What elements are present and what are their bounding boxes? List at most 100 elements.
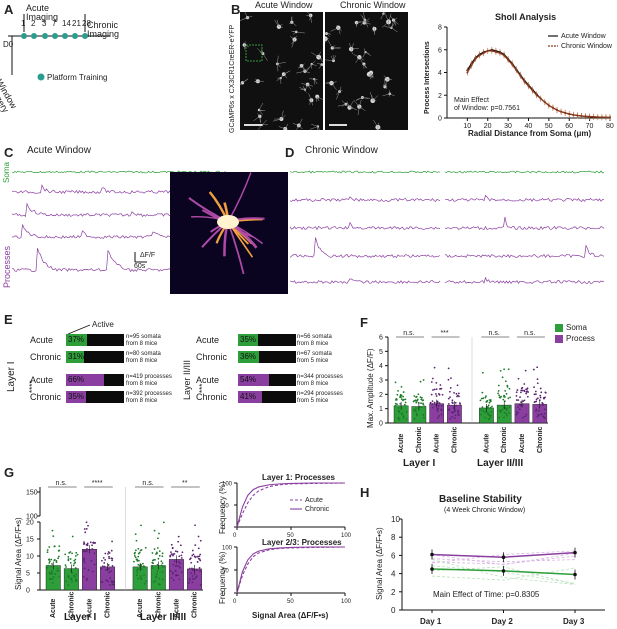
process-trace: [290, 278, 441, 284]
data-point: [525, 392, 528, 395]
microglia-process: [317, 96, 321, 99]
microglia-process: [383, 12, 384, 14]
data-point: [140, 524, 142, 527]
microglia-process: [298, 125, 303, 130]
microglia-process: [331, 81, 337, 84]
microglia-process: [364, 22, 371, 25]
sholl-point: [592, 115, 595, 118]
data-point: [143, 574, 146, 577]
data-point: [433, 366, 436, 369]
data-point: [415, 413, 418, 415]
microglia-process: [338, 27, 341, 35]
data-point: [65, 566, 67, 568]
timeline-day-dot: [82, 33, 88, 39]
data-point: [196, 561, 199, 563]
data-point: [48, 560, 51, 563]
g-y-tick-label: 0: [26, 588, 30, 595]
data-point: [179, 562, 181, 565]
data-point: [396, 403, 398, 406]
microglia-process: [277, 61, 286, 65]
data-point: [135, 539, 138, 542]
data-point: [429, 401, 432, 404]
sholl-point: [568, 113, 571, 116]
cdf-x-tick-label: 0: [233, 599, 237, 605]
data-point: [540, 413, 543, 416]
microglia-process: [350, 49, 353, 55]
sholl-point: [490, 49, 493, 52]
data-point: [65, 580, 68, 583]
data-point: [536, 382, 539, 385]
data-point: [140, 548, 143, 551]
microglia-process: [296, 125, 300, 130]
data-point: [192, 553, 195, 556]
microglia-process: [277, 63, 279, 72]
data-point: [111, 540, 113, 543]
data-point: [405, 410, 408, 413]
f-layer1-label: Layer I: [403, 458, 436, 469]
data-point: [497, 392, 500, 395]
f-x-tick-label: Chronic: [416, 426, 423, 453]
cdf2-ylabel: Frequency (%): [218, 551, 227, 604]
data-point: [508, 412, 511, 415]
microglia-process: [308, 93, 312, 101]
e-active-fill: 31%: [66, 351, 85, 363]
microglia-process: [383, 84, 386, 87]
microglia-process: [259, 109, 266, 112]
cdf-y-tick-label: 0: [222, 526, 226, 532]
data-point: [520, 401, 522, 404]
microglia-process: [296, 71, 305, 74]
data-point: [450, 377, 452, 379]
data-point: [140, 578, 143, 581]
data-point: [170, 551, 172, 553]
microglia-process: [313, 78, 318, 85]
h-mean-point: [501, 569, 506, 573]
microglia-process: [365, 51, 372, 56]
process-trace: [444, 216, 605, 230]
data-point: [151, 564, 154, 567]
data-point: [503, 416, 505, 419]
data-point: [447, 367, 450, 370]
data-point: [103, 562, 106, 564]
data-point: [536, 397, 539, 400]
sholl-point: [519, 74, 522, 77]
data-point: [521, 389, 524, 392]
sholl-point: [564, 111, 567, 114]
data-point: [188, 579, 191, 582]
data-point: [515, 413, 518, 416]
data-point: [453, 409, 456, 412]
e-row-note: n=56 somata from 8 mice: [297, 334, 332, 347]
data-point: [537, 409, 540, 412]
data-point: [480, 413, 483, 416]
data-point: [178, 566, 181, 569]
microglia-process: [283, 128, 286, 130]
data-point: [69, 561, 72, 564]
microglia-process: [321, 64, 323, 67]
data-point: [68, 552, 71, 554]
data-point: [163, 565, 166, 568]
microglia-process: [383, 12, 387, 14]
data-point: [440, 404, 443, 407]
e-row-note: n=392 processes from 8 mice: [126, 391, 172, 404]
data-point: [453, 391, 455, 394]
data-point: [161, 552, 164, 555]
microglia-process: [327, 40, 333, 49]
data-point: [133, 552, 136, 555]
data-point: [536, 366, 539, 369]
microglia-process: [301, 83, 308, 85]
data-point: [82, 576, 85, 578]
data-point: [67, 559, 70, 562]
soma-label: Soma: [2, 162, 11, 183]
sholl-point: [539, 97, 542, 100]
sholl-x-tick-label: 80: [606, 123, 614, 130]
data-point: [521, 386, 524, 389]
e-row-note: n=95 somata from 8 mice: [126, 334, 161, 347]
microglia-process: [364, 18, 370, 24]
e-active-bar: 66%: [66, 374, 124, 386]
legend-process-swatch: [555, 335, 563, 343]
microglia-cell: [242, 43, 247, 47]
f-y-tick-label: 2: [379, 392, 383, 399]
data-point: [523, 383, 526, 385]
data-point: [399, 402, 402, 405]
data-point: [439, 384, 442, 386]
data-point: [542, 415, 545, 418]
